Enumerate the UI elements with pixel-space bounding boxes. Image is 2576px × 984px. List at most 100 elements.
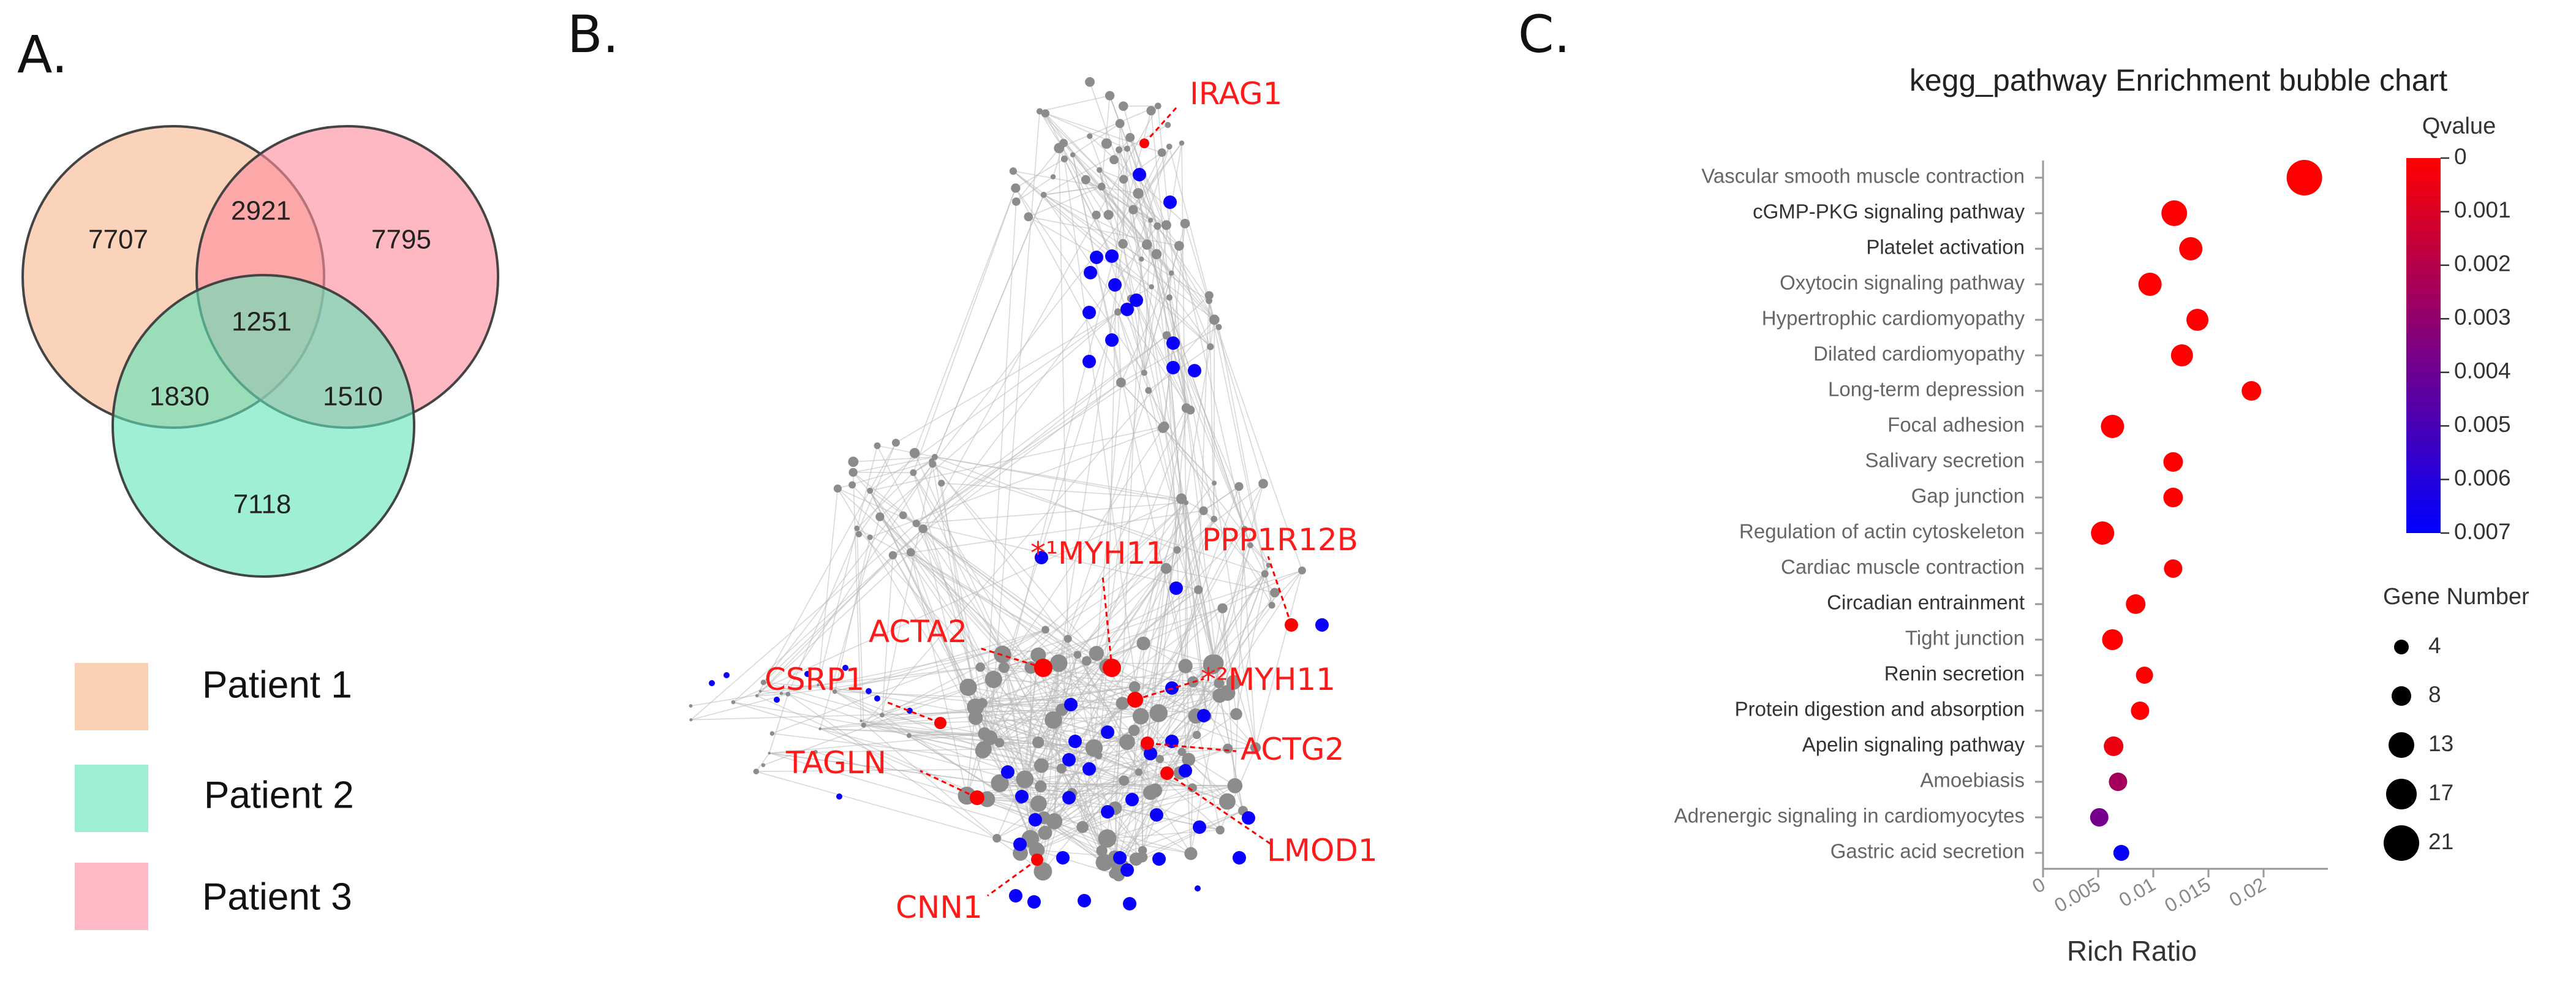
network-edge [1019, 510, 1204, 853]
network-node [1155, 754, 1165, 763]
x-ticks: 0 0.005 0.01 0.015 0.02 [2028, 869, 2270, 917]
network-edge [760, 691, 788, 695]
network-node [855, 531, 863, 538]
network-edge [1072, 123, 1120, 156]
network-edge [941, 482, 1182, 499]
network-edge [1077, 502, 1187, 656]
network-edge [1013, 170, 1215, 320]
gene-label-csrp1: CSRP1 [765, 662, 864, 697]
network-edge [1063, 143, 1147, 245]
network-edge [1142, 589, 1199, 851]
category-label: Adrenergic signaling in cardiomyocytes [1674, 804, 2025, 827]
network-node-blue [1163, 195, 1177, 209]
network-edge [1146, 244, 1251, 546]
network-edge [1133, 152, 1163, 210]
network-node [1087, 133, 1093, 139]
venn-count-p1-only: 7707 [88, 225, 148, 255]
bubble [2104, 736, 2124, 756]
network-edge [863, 724, 1099, 756]
panel-letter-b: B. [567, 4, 619, 64]
category-label: Vascular smooth muscle contraction [1701, 165, 2025, 187]
network-node [1011, 197, 1021, 206]
network-node [1270, 588, 1280, 598]
network-node-blue [1120, 863, 1134, 877]
venn-count-p3-only: 7795 [371, 225, 431, 255]
network-edge [856, 472, 914, 529]
network-edge [1053, 719, 1128, 743]
network-edge [982, 589, 1199, 752]
network-node [1114, 308, 1122, 316]
network-edge [1118, 149, 1139, 194]
legend-label-patient2: Patient 2 [204, 774, 354, 816]
network-edge [1133, 209, 1215, 320]
network-edge [1107, 801, 1228, 839]
network-edge [1043, 124, 1168, 195]
network-edge [1077, 654, 1207, 717]
network-node [1165, 121, 1171, 128]
network-edge [1024, 568, 1167, 780]
network-edge [983, 683, 1220, 750]
qvalue-color-legend: Qvalue 0 0.001 0.002 0.003 0.004 0.005 0.006 0.… [2406, 113, 2511, 544]
network-node [1207, 343, 1214, 350]
category-label: Amoebiasis [1920, 769, 2025, 792]
network-node [1250, 742, 1261, 753]
network-edge [1107, 838, 1192, 854]
category-label: Circadian entrainment [1827, 591, 2025, 614]
network-node [1009, 167, 1018, 175]
network-edge [980, 667, 1141, 717]
network-node-blue [723, 672, 730, 678]
network-edge [1028, 186, 1102, 218]
network-edge [916, 372, 1145, 524]
network-node-blue [1193, 820, 1206, 834]
network-edge [690, 694, 788, 721]
x-tick-label: 0 [2028, 873, 2049, 898]
network-node [1177, 747, 1186, 756]
network-node [1215, 825, 1225, 835]
network-edge [853, 456, 935, 473]
network-node [1103, 210, 1114, 220]
network-edge [1169, 297, 1187, 409]
network-edge [914, 187, 1016, 453]
category-label: Gap junction [1911, 485, 2025, 507]
network-edge [1044, 502, 1187, 630]
network-node-blue [1152, 852, 1166, 866]
x-tick-label: 0.01 [2115, 873, 2159, 911]
network-edge [893, 510, 1204, 556]
network-edge [1089, 81, 1124, 180]
bubble [2161, 200, 2188, 226]
gene-label-cnn1: CNN1 [896, 890, 983, 925]
bubble [2101, 415, 2125, 438]
network-edge [1138, 193, 1180, 246]
network-node [1148, 783, 1163, 798]
category-label: Long-term depression [1828, 378, 2025, 401]
size-legend-items: 4 8 13 17 21 [2384, 633, 2453, 861]
network-node [1049, 654, 1068, 672]
network-node-blue [842, 665, 848, 671]
network-edge [817, 445, 878, 686]
size-legend-bubble [2386, 779, 2417, 809]
network-edge [1122, 243, 1165, 427]
network-edge [690, 684, 818, 706]
network-edge [1099, 170, 1124, 244]
network-node [1182, 752, 1196, 766]
network-edge [1218, 592, 1275, 684]
network-edge [1003, 146, 1170, 668]
size-legend-label: 21 [2428, 829, 2453, 854]
network-edge [1181, 713, 1237, 752]
network-node-blue [1082, 762, 1096, 776]
network-node [1041, 626, 1049, 634]
network-node [1101, 138, 1112, 149]
network-edge [1206, 545, 1251, 717]
network-node-blue [1062, 753, 1076, 766]
network-edge [1214, 319, 1303, 571]
network-edge [869, 427, 1163, 538]
qvalue-tick-label: 0.002 [2454, 251, 2511, 276]
network-node-blue [866, 688, 872, 694]
network-edge [837, 488, 1221, 831]
network-node [1036, 108, 1043, 115]
network-node [875, 512, 885, 521]
network-node [1145, 387, 1152, 394]
network-node-blue [774, 697, 780, 703]
network-edge [982, 660, 1087, 751]
network-edge [1178, 245, 1245, 529]
